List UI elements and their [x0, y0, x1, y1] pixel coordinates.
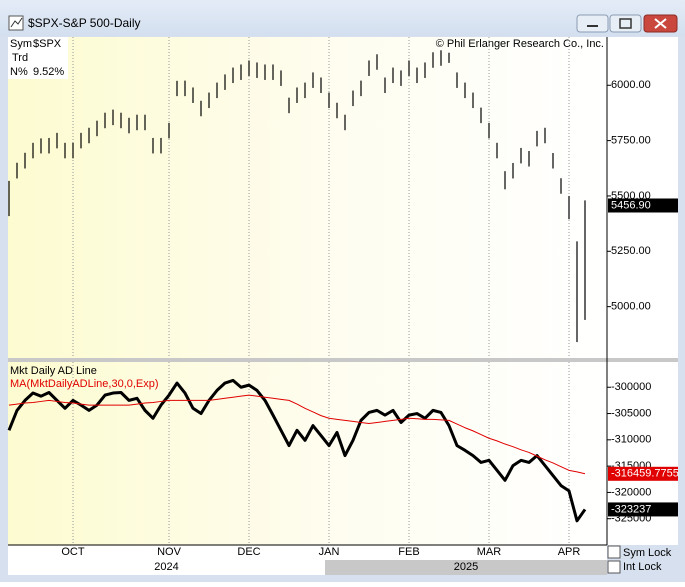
maximize-button[interactable]	[609, 14, 642, 33]
info-sym-label: Sym	[10, 38, 32, 50]
year-label: 2025	[454, 561, 478, 573]
int-lock-checkbox[interactable]	[607, 560, 621, 574]
last-value-label: -323237	[611, 503, 651, 515]
info-n-label: N%	[10, 66, 28, 78]
x-tick-label: NOV	[157, 546, 182, 558]
last-value-label: 5456.90	[611, 199, 651, 211]
sym-lock-checkbox[interactable]	[607, 545, 621, 559]
x-tick-label: MAR	[477, 546, 502, 558]
last-value-box	[608, 466, 678, 481]
last-value-box	[608, 502, 678, 517]
y-tick-label: -320000	[611, 486, 651, 498]
series-line	[7, 378, 587, 523]
price-panel	[8, 37, 607, 358]
legend-entry: Mkt Daily AD Line	[10, 365, 97, 377]
y-tick-label: -310000	[611, 434, 651, 446]
y-tick-label: 5750.00	[611, 135, 651, 147]
info-n-value: 9.52%	[33, 66, 64, 78]
year-band	[325, 560, 607, 575]
window-title: $SPX-S&P 500-Daily	[28, 16, 141, 30]
series-line	[8, 394, 586, 475]
month-axis	[8, 545, 607, 560]
int-lock-label: Int Lock	[623, 561, 662, 573]
sym-lock-label: Sym Lock	[623, 547, 672, 559]
ad-panel	[8, 362, 607, 545]
x-tick-label: APR	[558, 546, 581, 558]
x-tick-label: FEB	[398, 546, 419, 558]
x-tick-label: JAN	[319, 546, 340, 558]
y-tick-label: 5250.00	[611, 245, 651, 257]
y-tick-label: 5000.00	[611, 301, 651, 313]
close-glyph	[654, 18, 667, 29]
x-tick-label: DEC	[237, 546, 260, 558]
price-axis-area	[607, 37, 678, 358]
title-bar	[0, 0, 685, 36]
legend-entry: MA(MktDailyADLine,30,0,Exp)	[10, 378, 159, 390]
info-sym: $SPX	[33, 38, 62, 50]
y-tick-label: -305000	[611, 407, 651, 419]
copyright: © Phil Erlanger Research Co., Inc.	[436, 38, 604, 50]
info-trd-label: Trd	[12, 52, 28, 64]
y-tick-label: 6000.00	[611, 79, 651, 91]
info-box	[8, 37, 68, 79]
app-icon-glyph	[10, 17, 23, 28]
year-label: 2024	[154, 561, 178, 573]
last-value-box	[608, 198, 678, 213]
panel-divider	[8, 358, 678, 362]
x-tick-label: OCT	[61, 546, 85, 558]
last-value-label: -316459.7755	[611, 468, 679, 480]
maximize-glyph	[619, 18, 632, 29]
minimize-button[interactable]	[576, 14, 609, 33]
app-icon	[8, 15, 24, 31]
y-tick-label: -300000	[611, 381, 651, 393]
